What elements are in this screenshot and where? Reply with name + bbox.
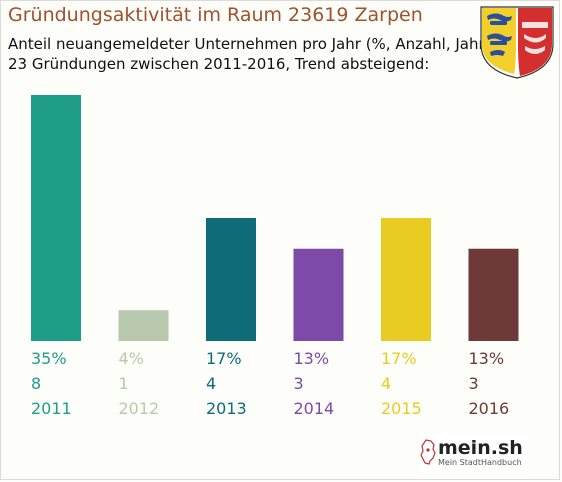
percent-label-2012: 4%	[119, 349, 144, 368]
count-label-2013: 4	[206, 374, 216, 393]
brand-logo: mein.sh Mein StadtHandbuch	[418, 433, 528, 473]
percent-label-2016: 13%	[469, 349, 505, 368]
count-label-2016: 3	[469, 374, 479, 393]
count-label-2012: 1	[119, 374, 129, 393]
year-label-2013: 2013	[206, 399, 247, 418]
percent-label-2013: 17%	[206, 349, 242, 368]
year-label-2016: 2016	[469, 399, 510, 418]
chart-title: Gründungsaktivität im Raum 23619 Zarpen	[8, 4, 423, 26]
bar-2015	[381, 218, 431, 341]
brand-tagline: Mein StadtHandbuch	[438, 458, 522, 467]
coat-of-arms-icon	[480, 6, 554, 79]
chart-subtitle: Anteil neuangemeldeter Unternehmen pro J…	[8, 35, 491, 53]
bar-2012	[118, 310, 169, 341]
chart-summary: 23 Gründungen zwischen 2011-2016, Trend …	[8, 55, 430, 73]
bar-2013	[206, 218, 256, 341]
brand-name: mein.sh	[438, 437, 523, 459]
bar-2016	[468, 248, 519, 341]
count-label-2011: 8	[31, 374, 41, 393]
count-label-2015: 4	[381, 374, 391, 393]
bar-2011	[31, 95, 81, 341]
bar-2014	[293, 248, 344, 341]
year-label-2014: 2014	[294, 399, 335, 418]
percent-label-2014: 13%	[294, 349, 330, 368]
germany-map-icon	[420, 439, 436, 465]
percent-label-2011: 35%	[31, 349, 67, 368]
year-label-2012: 2012	[119, 399, 160, 418]
year-label-2015: 2015	[381, 399, 422, 418]
year-label-2011: 2011	[31, 399, 72, 418]
percent-label-2015: 17%	[381, 349, 417, 368]
count-label-2014: 3	[294, 374, 304, 393]
